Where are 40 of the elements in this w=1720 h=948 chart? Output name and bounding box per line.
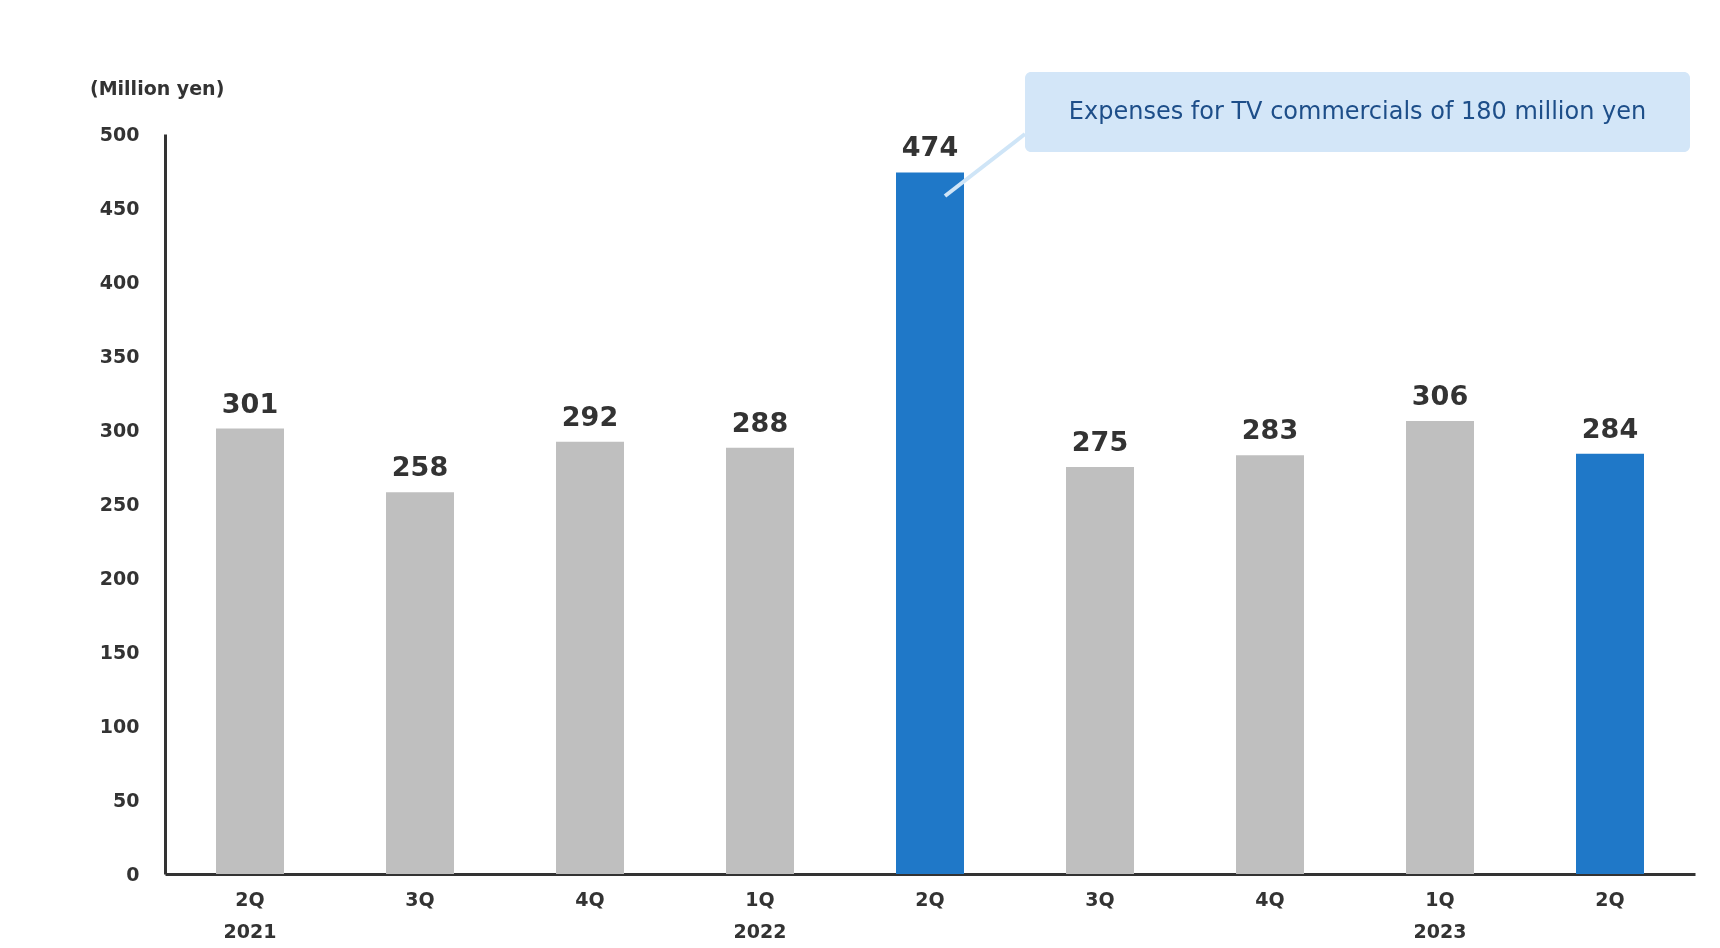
bar — [1236, 455, 1304, 874]
y-tick-label: 0 — [126, 862, 140, 885]
y-tick-label: 50 — [113, 788, 140, 811]
y-tick-label: 200 — [99, 566, 140, 589]
data-label: 258 — [391, 451, 449, 483]
y-tick-label: 350 — [99, 344, 140, 367]
x-tick-label: 3Q — [405, 887, 435, 910]
x-tick-label: 4Q — [575, 887, 605, 910]
text: Expenses for TV commercials of 180 million yen — [1068, 97, 1647, 125]
bar — [556, 441, 624, 874]
bar — [386, 492, 454, 874]
x-tick-label: 2Q — [915, 887, 945, 910]
y-tick-label: 450 — [99, 196, 140, 219]
data-label: 301 — [221, 387, 279, 419]
data-label: 306 — [1411, 380, 1469, 412]
bar — [1066, 467, 1134, 874]
bar — [726, 447, 794, 874]
data-label: 275 — [1071, 426, 1129, 457]
bar — [1406, 421, 1474, 874]
y-tick-label: 100 — [99, 714, 140, 737]
y-tick-label: 250 — [99, 492, 140, 515]
x-tick-label: 1Q 2023 — [1413, 887, 1467, 942]
x-tick-label: 2Q 2021 — [223, 887, 277, 942]
bar — [1576, 453, 1644, 874]
y-tick-label: 400 — [99, 270, 140, 293]
y-tick-label: 500 — [99, 122, 140, 145]
data-label: 474 — [901, 131, 959, 163]
x-tick-label: 3Q — [1085, 887, 1115, 910]
y-tick-label: 300 — [99, 418, 140, 441]
x-tick-label: 2Q — [1595, 887, 1625, 910]
data-label: 292 — [561, 400, 619, 432]
x-tick-label: 1Q 2022 — [733, 887, 787, 942]
data-label: 284 — [1581, 412, 1639, 444]
y-tick-label: 150 — [99, 640, 140, 663]
bar — [896, 172, 964, 874]
x-tick-label: 4Q — [1255, 887, 1285, 910]
bar — [216, 428, 284, 874]
y-axis-title: (Million yen) — [90, 77, 225, 99]
data-label: 283 — [1241, 414, 1299, 446]
data-label: 288 — [731, 406, 789, 438]
